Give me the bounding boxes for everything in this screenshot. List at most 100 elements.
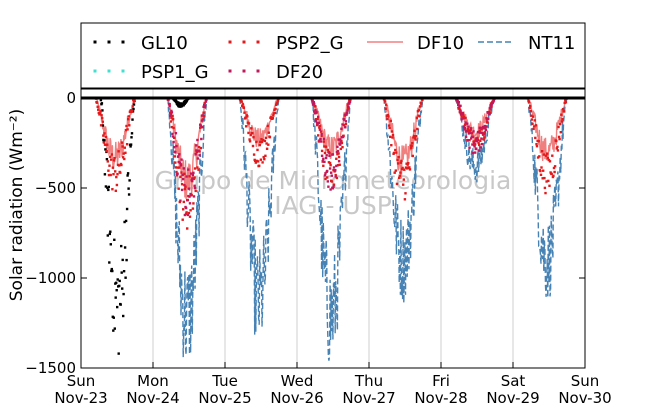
data-point — [99, 98, 103, 102]
data-point — [102, 134, 105, 137]
data-point — [103, 173, 107, 176]
data-point — [127, 115, 130, 118]
data-point — [529, 109, 532, 113]
data-point — [464, 135, 468, 138]
data-point — [388, 126, 391, 130]
data-point — [180, 188, 184, 192]
data-point — [116, 278, 119, 281]
data-point — [250, 127, 253, 130]
data-point — [418, 115, 421, 118]
data-point — [193, 167, 197, 170]
legend-label: DF10 — [417, 33, 464, 54]
data-point — [338, 163, 341, 166]
data-point — [492, 99, 496, 102]
data-point — [247, 122, 251, 125]
data-point — [533, 125, 536, 128]
data-point — [248, 138, 251, 141]
data-point — [245, 125, 248, 128]
data-point — [471, 143, 474, 146]
legend-label: NT11 — [528, 33, 575, 54]
data-point — [273, 111, 277, 115]
data-point — [402, 178, 405, 181]
data-point — [327, 151, 331, 154]
data-point — [462, 115, 466, 119]
data-point — [176, 166, 179, 169]
data-point — [487, 117, 490, 121]
data-point — [317, 134, 320, 137]
data-point — [409, 147, 413, 150]
data-point — [127, 187, 130, 190]
data-point — [117, 150, 120, 153]
data-point — [540, 166, 543, 169]
data-point — [264, 154, 267, 157]
x-tick-label-day: Sat — [501, 372, 526, 390]
data-point — [203, 103, 206, 107]
data-point — [256, 160, 260, 163]
data-point — [339, 140, 342, 144]
data-point — [271, 117, 274, 120]
data-point — [420, 102, 423, 105]
data-point — [175, 144, 178, 148]
data-point — [318, 126, 321, 129]
data-point — [99, 124, 103, 127]
data-point — [172, 140, 175, 144]
data-point — [105, 150, 108, 153]
data-point — [197, 145, 201, 149]
data-point — [121, 258, 124, 262]
data-point — [400, 168, 404, 171]
data-point — [472, 141, 476, 145]
data-point — [248, 140, 252, 143]
data-point — [348, 100, 352, 103]
data-point — [123, 146, 126, 149]
data-point — [110, 267, 113, 271]
data-point — [123, 220, 126, 224]
data-point — [193, 186, 197, 190]
data-point — [387, 124, 391, 127]
data-point — [111, 188, 114, 191]
data-point — [546, 152, 549, 155]
data-point — [101, 120, 104, 123]
legend-entry: DF20 — [228, 62, 323, 83]
legend-marker — [93, 40, 97, 44]
data-point — [263, 139, 267, 143]
x-tick-label-date: Nov-30 — [558, 389, 611, 407]
data-point — [324, 156, 328, 160]
data-point — [131, 118, 134, 121]
data-point — [462, 117, 465, 120]
watermark: Grupo de Micrometeorologia IAG - USP — [155, 166, 512, 220]
data-point — [335, 164, 338, 168]
data-point — [478, 149, 481, 152]
data-point — [110, 158, 113, 161]
data-point — [204, 105, 207, 108]
data-point — [168, 104, 171, 108]
data-point — [103, 132, 106, 135]
data-point — [108, 261, 111, 264]
data-point — [472, 130, 475, 133]
data-point — [124, 151, 127, 154]
data-point — [111, 269, 114, 273]
data-point — [417, 109, 421, 112]
data-point — [346, 103, 349, 106]
data-point — [529, 104, 532, 108]
legend-label: DF20 — [276, 62, 323, 83]
data-point — [175, 170, 178, 174]
data-point — [178, 200, 181, 204]
data-point — [330, 180, 333, 183]
data-point — [265, 147, 269, 150]
data-point — [545, 180, 548, 183]
data-point — [190, 179, 193, 182]
data-point — [547, 179, 550, 183]
data-point — [125, 207, 129, 211]
data-point — [340, 127, 343, 130]
data-point — [389, 135, 392, 138]
data-point — [174, 161, 177, 164]
y-tick-label: −1500 — [25, 359, 76, 377]
data-point — [467, 125, 470, 128]
data-point — [466, 128, 469, 131]
data-point — [317, 115, 320, 118]
data-point — [475, 137, 478, 140]
data-point — [106, 160, 109, 163]
data-point — [555, 147, 558, 150]
data-point — [316, 117, 319, 121]
data-point — [258, 164, 261, 167]
